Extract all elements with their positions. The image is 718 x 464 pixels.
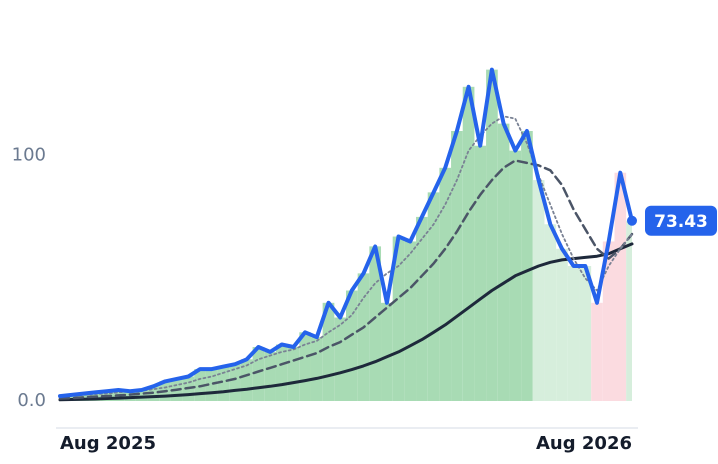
bar [404, 241, 417, 401]
bar [357, 273, 370, 401]
bar [591, 302, 603, 401]
bar [322, 302, 335, 401]
bar [252, 347, 265, 401]
bar [544, 224, 557, 401]
bar [626, 220, 632, 401]
bar [427, 192, 440, 401]
y-tick-label: 0.0 [17, 390, 46, 411]
bar [486, 69, 498, 402]
bar [532, 180, 545, 401]
bar [299, 332, 311, 401]
bar [229, 364, 241, 401]
value-label-bg [645, 205, 717, 236]
last-point [627, 215, 637, 226]
line [58, 242, 634, 402]
bar [462, 86, 475, 402]
bar [264, 351, 276, 401]
bar [602, 241, 615, 401]
bar [381, 302, 393, 401]
bar [614, 172, 627, 401]
bar [521, 131, 533, 401]
bar [240, 359, 253, 401]
bar [65, 394, 78, 401]
bar [567, 266, 580, 401]
bar [451, 131, 463, 401]
bar [124, 391, 136, 401]
bar [310, 337, 323, 401]
x-tick-label: Aug 2025 [60, 433, 156, 454]
bar [439, 167, 452, 401]
bar [369, 246, 382, 401]
bar [287, 347, 300, 401]
bar [217, 366, 230, 401]
bar [346, 290, 358, 401]
bar [135, 389, 148, 401]
bar [474, 145, 487, 401]
line [58, 67, 634, 399]
value-label: 73.43 [654, 212, 708, 232]
bar [579, 266, 592, 401]
bar [497, 123, 510, 402]
bar [205, 369, 218, 401]
bar [556, 248, 568, 401]
x-tick-label: Aug 2026 [536, 433, 632, 454]
bar [416, 216, 428, 401]
bar [334, 317, 346, 401]
bar [275, 344, 288, 401]
y-tick-label: 100 [12, 145, 46, 166]
bar [392, 236, 405, 401]
